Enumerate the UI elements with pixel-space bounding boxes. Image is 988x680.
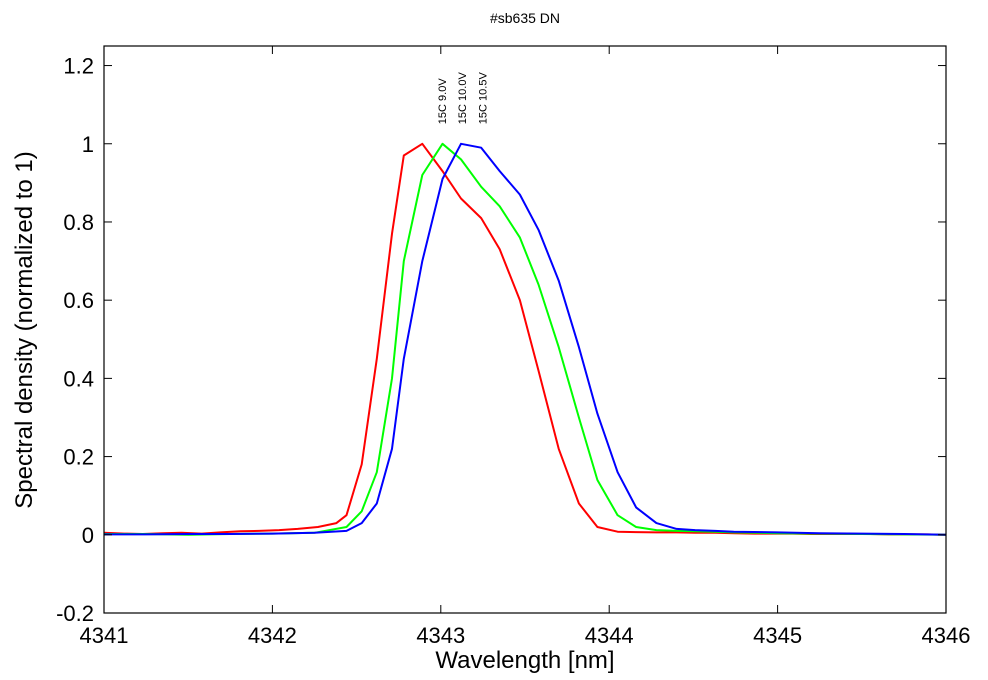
x-tick-label: 4343 xyxy=(416,623,465,648)
y-tick-label: 1.2 xyxy=(63,54,94,79)
y-tick-label: 0.4 xyxy=(63,366,94,391)
x-tick-label: 4341 xyxy=(80,623,129,648)
x-tick-label: 4342 xyxy=(248,623,297,648)
annotation-label: 15C 10.5V xyxy=(477,72,489,125)
plot-frame xyxy=(103,45,947,614)
y-tick-label: 0.6 xyxy=(63,288,94,313)
annotations: 15C 9.0V 15C 10.0V 15C 10.5V xyxy=(437,72,489,125)
plot-area xyxy=(103,142,947,536)
annotation-label: 15C 9.0V xyxy=(437,78,449,125)
x-tick-label: 4346 xyxy=(922,623,971,648)
x-axis-label: Wavelength [nm] xyxy=(435,647,614,674)
y-tick-label: 0 xyxy=(82,523,94,548)
y-tick-label: 0.8 xyxy=(63,210,94,235)
y-tick-label: 0.2 xyxy=(63,445,94,470)
y-axis-label: Spectral density (normalized to 1) xyxy=(11,151,38,509)
x-axis: 4341 4342 4343 4344 4345 4346 xyxy=(80,46,971,648)
y-tick-label: 1 xyxy=(82,132,94,157)
x-tick-label: 4344 xyxy=(585,623,634,648)
series-line-3 xyxy=(104,142,947,536)
y-tick-label: -0.2 xyxy=(56,601,94,626)
x-tick-label: 4345 xyxy=(753,623,802,648)
y-axis: -0.2 0 0.2 0.4 0.6 0.8 1 1.2 xyxy=(56,54,946,626)
chart-title: #sb635 DN xyxy=(490,10,560,26)
annotation-label: 15C 10.0V xyxy=(457,72,469,125)
